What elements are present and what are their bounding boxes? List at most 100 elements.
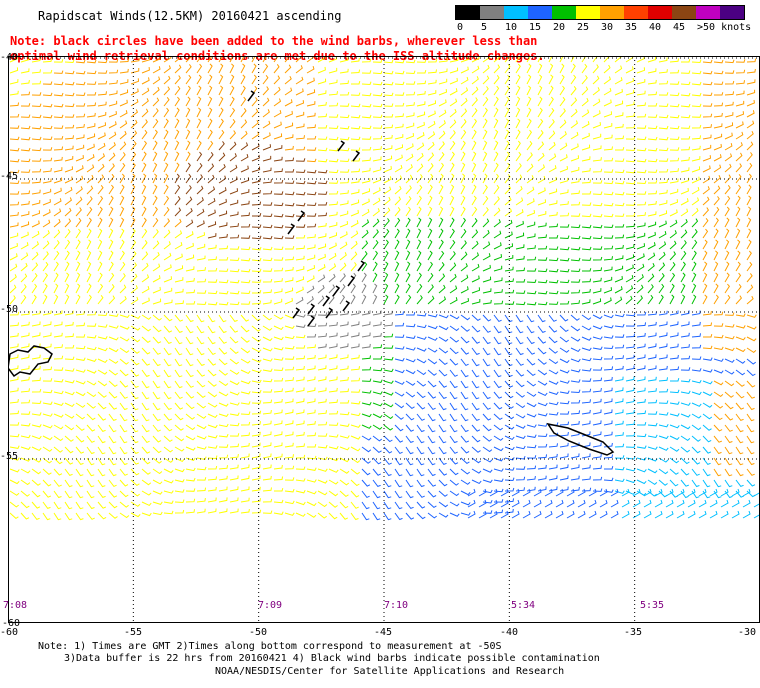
wind-barb	[75, 239, 81, 250]
wind-barb	[130, 457, 140, 465]
wind-barb	[108, 69, 119, 74]
wind-barb	[658, 479, 668, 486]
wind-barb	[724, 424, 733, 432]
wind-barb	[42, 435, 53, 441]
wind-barb	[273, 499, 284, 504]
wind-barb	[669, 332, 679, 338]
wind-barb	[724, 468, 733, 477]
wind-barb	[735, 142, 743, 151]
wind-barb	[174, 369, 183, 378]
wind-barb	[504, 424, 515, 430]
wind-barb	[273, 257, 284, 261]
wind-barb	[702, 479, 711, 488]
wind-barb	[548, 380, 559, 385]
wind-barb	[317, 284, 325, 294]
wind-barb	[317, 479, 328, 484]
wind-barb	[493, 107, 499, 118]
wind-barb	[581, 75, 588, 85]
wind-barb	[460, 184, 466, 195]
wind-barb	[174, 162, 180, 173]
wind-barb	[702, 322, 713, 327]
wind-barb	[592, 246, 603, 250]
wind-barb	[284, 420, 294, 426]
wind-barb	[317, 512, 327, 519]
wind-barb	[273, 367, 284, 372]
wind-barb	[427, 468, 436, 477]
wind-barb	[515, 487, 525, 492]
wind-barb	[460, 274, 469, 283]
wind-barb	[647, 354, 657, 360]
wind-barb	[119, 391, 128, 399]
wind-barb	[647, 200, 657, 206]
wind-barb	[570, 379, 581, 383]
wind-barb	[416, 391, 426, 399]
legend-swatch	[720, 6, 744, 19]
wind-barb	[559, 369, 570, 374]
wind-barb	[240, 325, 250, 333]
wind-barb	[361, 390, 372, 394]
wind-barb	[350, 501, 359, 509]
wind-barb	[240, 486, 250, 492]
wind-barb	[163, 252, 172, 261]
wind-barb	[691, 207, 699, 217]
wind-barb	[361, 332, 371, 338]
wind-barb	[372, 135, 383, 140]
wind-barb	[163, 241, 171, 250]
wind-barb	[240, 235, 251, 239]
wind-barb	[20, 56, 30, 63]
wind-barb	[306, 244, 316, 250]
wind-barb	[713, 123, 723, 129]
wind-barb	[174, 218, 182, 228]
wind-barb	[691, 229, 698, 239]
wind-barb	[207, 174, 215, 184]
wind-barb	[548, 107, 555, 118]
wind-barb	[438, 173, 444, 184]
wind-barb	[328, 468, 339, 473]
wind-barb	[504, 255, 514, 261]
wind-barb	[229, 391, 240, 396]
wind-barb	[141, 380, 150, 389]
wind-barb	[460, 173, 466, 184]
wind-barb	[229, 96, 235, 107]
wind-barb	[31, 490, 41, 498]
wind-barb	[130, 402, 139, 411]
wind-barb	[724, 122, 734, 129]
wind-barb	[317, 343, 327, 349]
wind-barb	[460, 501, 471, 506]
wind-barb	[262, 132, 271, 140]
wind-barb	[163, 207, 170, 217]
wind-barb	[31, 388, 42, 393]
wind-barb	[229, 130, 237, 140]
wind-barb	[53, 310, 63, 316]
wind-barb	[515, 232, 525, 239]
wind-barb	[537, 199, 547, 206]
lon-label-60: -60	[0, 627, 19, 638]
wind-barb	[218, 141, 225, 151]
wind-barb	[460, 162, 466, 173]
wind-barb	[526, 140, 533, 151]
wind-barb	[713, 479, 722, 488]
wind-barb	[372, 156, 382, 162]
wind-barb	[647, 294, 654, 305]
wind-barb	[163, 435, 173, 443]
wind-barb	[658, 57, 668, 63]
wind-barb	[130, 217, 136, 228]
wind-barb	[482, 229, 490, 239]
wind-barb	[218, 118, 224, 129]
wind-barb	[471, 252, 479, 261]
wind-barb	[42, 457, 52, 464]
wind-barb	[713, 369, 724, 374]
wind-barb	[273, 156, 283, 162]
wind-barb	[625, 191, 636, 196]
wind-barb	[42, 401, 53, 405]
wind-barb	[625, 444, 636, 448]
wind-barb	[42, 199, 51, 206]
wind-barb	[75, 357, 86, 361]
wind-barb	[460, 140, 466, 151]
wind-barb	[658, 343, 668, 349]
wind-barb	[152, 369, 161, 378]
wind-barb	[53, 355, 64, 360]
wind-barb	[603, 431, 613, 437]
wind-barb	[416, 413, 425, 421]
wind-barb	[240, 453, 250, 459]
